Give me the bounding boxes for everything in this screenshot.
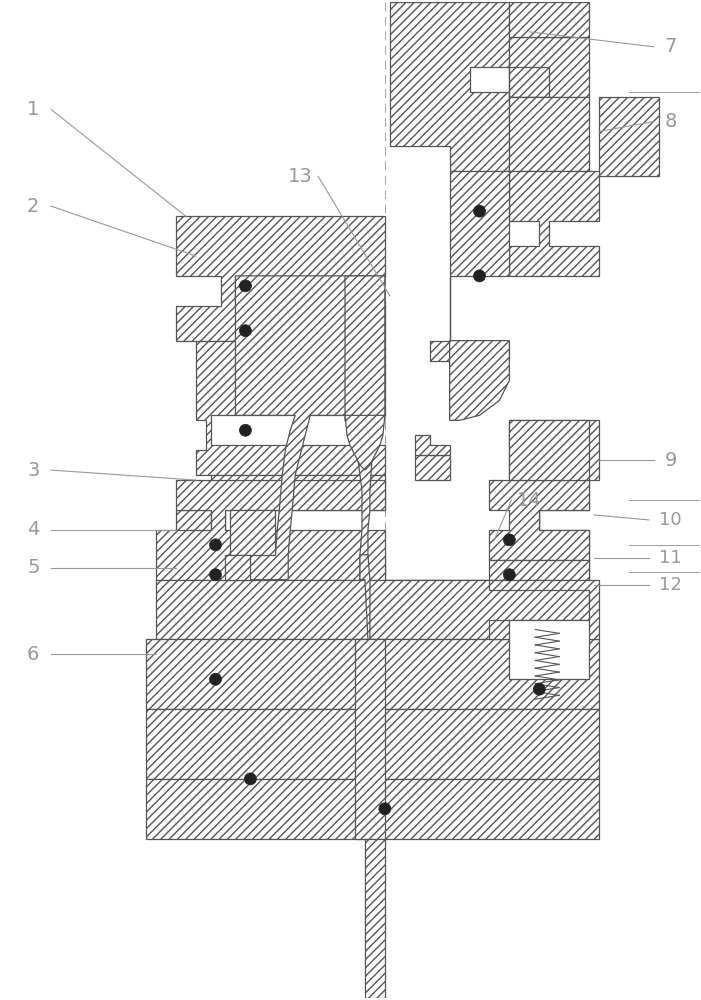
Polygon shape bbox=[415, 455, 449, 480]
Polygon shape bbox=[510, 420, 599, 480]
Text: 3: 3 bbox=[27, 461, 39, 480]
Polygon shape bbox=[146, 639, 599, 709]
Polygon shape bbox=[430, 171, 510, 361]
Polygon shape bbox=[510, 97, 589, 171]
Polygon shape bbox=[355, 639, 385, 839]
Text: 12: 12 bbox=[659, 576, 682, 594]
Circle shape bbox=[240, 424, 252, 436]
Circle shape bbox=[533, 683, 545, 695]
Polygon shape bbox=[360, 555, 370, 639]
Polygon shape bbox=[510, 420, 589, 480]
Text: 13: 13 bbox=[288, 167, 313, 186]
Text: 7: 7 bbox=[665, 37, 677, 56]
Polygon shape bbox=[156, 480, 385, 580]
Polygon shape bbox=[390, 2, 510, 171]
Polygon shape bbox=[210, 475, 385, 580]
Polygon shape bbox=[176, 216, 385, 341]
Text: 4: 4 bbox=[27, 520, 39, 539]
Circle shape bbox=[210, 569, 222, 581]
Text: 8: 8 bbox=[665, 112, 677, 131]
Polygon shape bbox=[156, 580, 589, 639]
Polygon shape bbox=[156, 480, 589, 580]
Polygon shape bbox=[489, 480, 589, 560]
Text: 11: 11 bbox=[660, 549, 682, 567]
Circle shape bbox=[240, 325, 252, 337]
Polygon shape bbox=[226, 555, 250, 580]
Polygon shape bbox=[345, 276, 385, 580]
Polygon shape bbox=[599, 97, 659, 176]
Circle shape bbox=[379, 803, 391, 815]
Polygon shape bbox=[236, 276, 385, 580]
Text: 10: 10 bbox=[660, 511, 682, 529]
Text: 2: 2 bbox=[27, 197, 39, 216]
Circle shape bbox=[473, 270, 486, 282]
Circle shape bbox=[240, 280, 252, 292]
Polygon shape bbox=[489, 560, 589, 580]
Polygon shape bbox=[176, 510, 210, 555]
Polygon shape bbox=[510, 2, 589, 37]
Text: 9: 9 bbox=[665, 451, 677, 470]
Polygon shape bbox=[146, 779, 599, 839]
Polygon shape bbox=[196, 341, 385, 475]
Circle shape bbox=[503, 569, 515, 581]
Polygon shape bbox=[489, 580, 599, 639]
Polygon shape bbox=[415, 435, 449, 455]
Polygon shape bbox=[510, 171, 599, 276]
Polygon shape bbox=[510, 37, 589, 97]
Polygon shape bbox=[449, 341, 510, 420]
Circle shape bbox=[210, 539, 222, 551]
Text: 14: 14 bbox=[517, 490, 542, 510]
Polygon shape bbox=[365, 839, 385, 998]
Text: 1: 1 bbox=[27, 100, 39, 119]
Polygon shape bbox=[231, 510, 275, 555]
Text: 6: 6 bbox=[27, 645, 39, 664]
Circle shape bbox=[210, 673, 222, 685]
Polygon shape bbox=[510, 620, 589, 679]
Circle shape bbox=[503, 534, 515, 546]
Circle shape bbox=[473, 205, 486, 217]
Circle shape bbox=[245, 773, 257, 785]
Polygon shape bbox=[345, 415, 385, 470]
Polygon shape bbox=[146, 709, 599, 779]
Text: 5: 5 bbox=[27, 558, 39, 577]
